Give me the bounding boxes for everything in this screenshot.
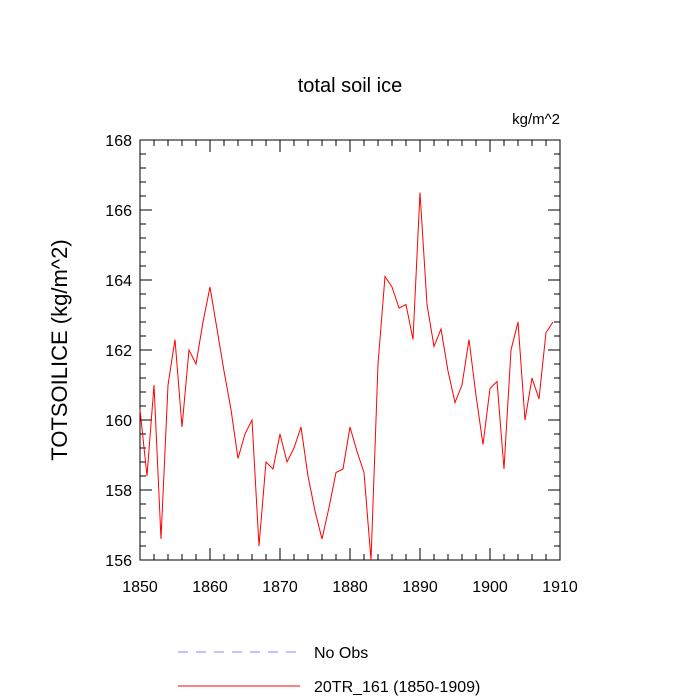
ticks-layer: 1850 1860 1870 1880 1890 1900 1910 156 158 160 162… [105,133,578,596]
plot-frame [139,139,561,561]
legend: No Obs 20TR_161 (1850-1909) [178,645,480,696]
y-tick-label: 164 [105,273,132,290]
y-tick-label: 162 [105,343,132,360]
x-tick-label: 1900 [472,579,508,596]
y-tick-label: 160 [105,413,132,430]
series-layer [139,192,554,561]
x-tick-label: 1910 [542,579,578,596]
x-tick-label: 1880 [332,579,368,596]
y-axis-title: TOTSOILICE (kg/m^2) [47,239,72,460]
y-tick-label: 156 [105,553,132,570]
x-tick-label: 1870 [262,579,298,596]
chart-title: total soil ice [298,75,403,97]
y-tick-label: 158 [105,483,132,500]
y-tick-label: 168 [105,133,132,150]
legend-label: No Obs [314,645,368,662]
y-tick-label: 166 [105,203,132,220]
x-tick-label: 1850 [122,579,158,596]
x-tick-label: 1860 [192,579,228,596]
series-line [139,192,554,561]
legend-label: 20TR_161 (1850-1909) [314,679,480,696]
x-tick-label: 1890 [402,579,438,596]
units-label: kg/m^2 [512,111,560,128]
